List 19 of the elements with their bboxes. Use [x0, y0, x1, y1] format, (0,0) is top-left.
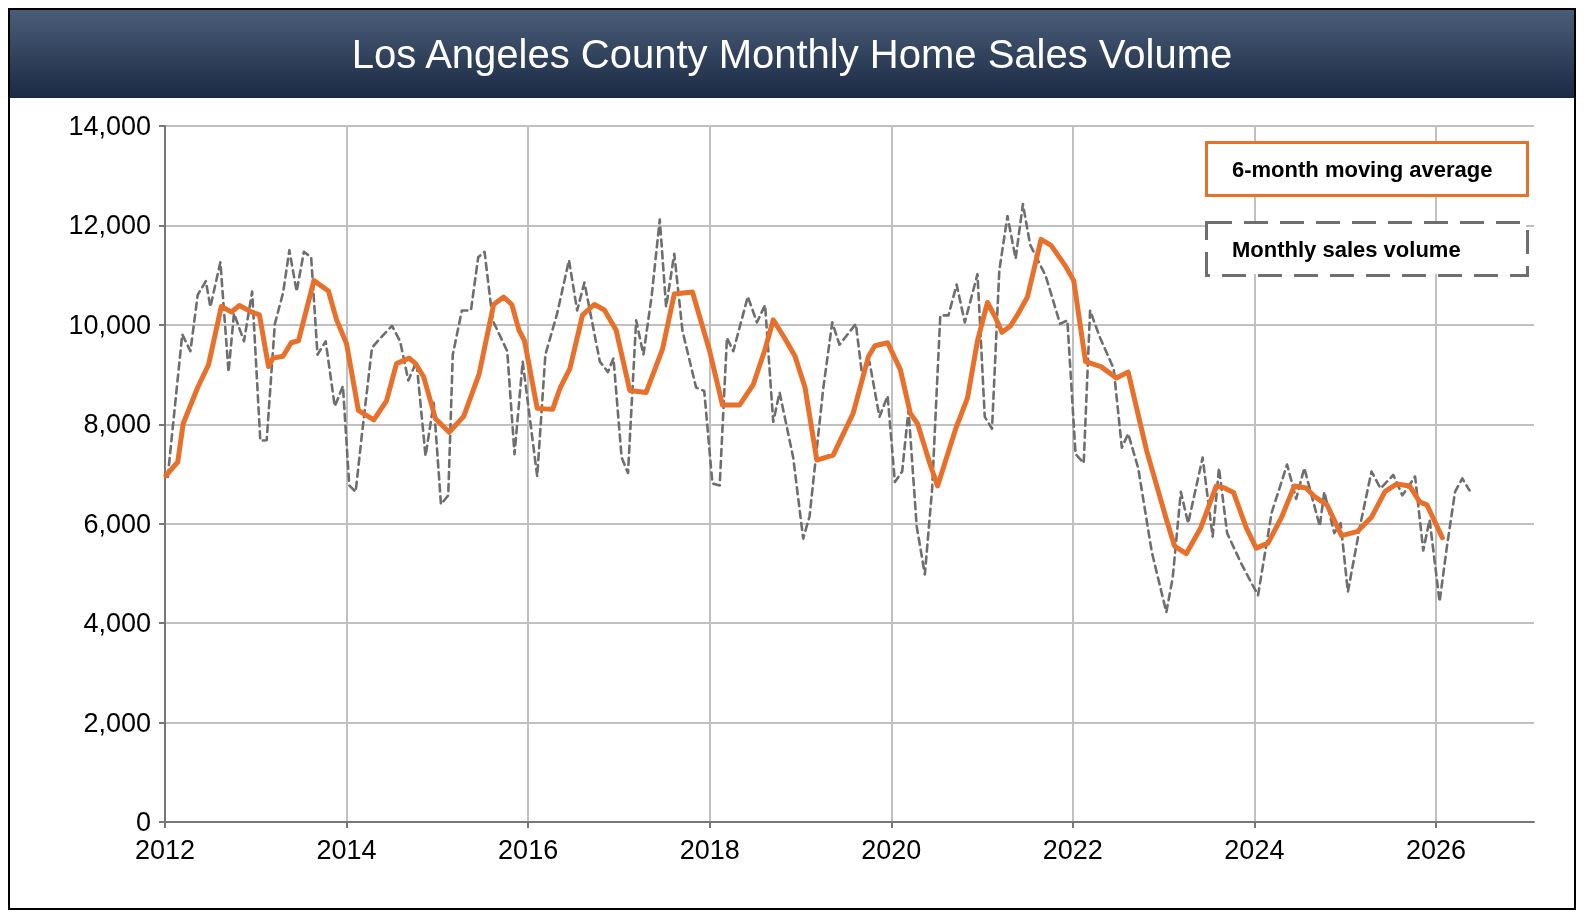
text: 6-month moving average [1232, 156, 1493, 182]
x-tick-label: 2026 [1405, 834, 1466, 865]
y-tick-label: 2,000 [83, 707, 151, 738]
x-tick-label: 2014 [316, 834, 377, 865]
y-tick-label: 6,000 [83, 508, 151, 539]
x-tick-label: 2022 [1042, 834, 1103, 865]
y-tick-label: 12,000 [68, 210, 151, 241]
y-tick-label: 10,000 [68, 309, 151, 340]
x-tick-label: 2016 [498, 834, 559, 865]
x-tick-label: 2020 [861, 834, 922, 865]
y-tick-label: 4,000 [83, 608, 151, 639]
y-tick-label: 8,000 [83, 409, 151, 440]
x-tick-label: 2012 [134, 834, 196, 865]
chart-title: Los Angeles County Monthly Home Sales Volume [10, 10, 1574, 98]
y-tick-label: 0 [135, 807, 151, 837]
x-tick-label: 2018 [679, 834, 740, 865]
x-tick-label: 2024 [1224, 834, 1285, 865]
text: Monthly sales volume [1232, 236, 1461, 262]
y-tick-label: 14,000 [68, 111, 151, 141]
